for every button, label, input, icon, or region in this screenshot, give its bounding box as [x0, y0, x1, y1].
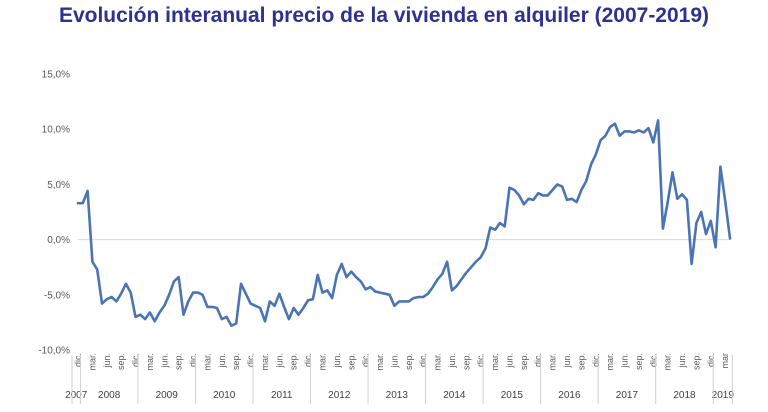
y-axis-labels: -10,0% -5,0% 0,0% 5,0% 10,0% 15,0% — [38, 70, 70, 357]
x-month-tick-label: dic. — [303, 353, 313, 367]
x-month-tick-label: dic. — [591, 353, 601, 367]
y-tick-label: -5,0% — [44, 290, 70, 301]
x-year-label: 2019 — [712, 390, 735, 401]
y-tick-label: 0,0% — [47, 235, 70, 246]
x-year-label: 2016 — [558, 390, 581, 401]
x-month-tick-label: dic. — [476, 353, 486, 367]
x-year-label: 2009 — [156, 390, 179, 401]
x-month-tick-label: dic. — [188, 353, 198, 367]
series-group — [76, 119, 732, 327]
x-month-tick-label: jun. — [504, 353, 514, 369]
x-month-tick-label: sep. — [404, 353, 414, 370]
x-month-tick-label: mar. — [663, 353, 673, 371]
x-month-tick-label: jun. — [159, 353, 169, 369]
x-year-label: 2007 — [65, 390, 88, 401]
x-year-label: 2015 — [501, 390, 524, 401]
x-month-tick-label: dic. — [246, 353, 256, 367]
x-month-tick-label: mar. — [260, 353, 270, 371]
y-tick-label: 10,0% — [42, 125, 70, 136]
x-month-tick-label: jun. — [389, 353, 399, 369]
x-month-tick-label: dic. — [648, 353, 658, 367]
x-axis-year-labels: 2007 2008 2009 2010 2011 2012 2013 2014 2015 2016… — [65, 355, 734, 404]
x-month-tick-label: jun. — [562, 353, 572, 369]
x-month-tick-label: mar. — [605, 353, 615, 371]
x-month-tick-label: dic. — [533, 353, 543, 367]
x-month-tick-label: jun. — [102, 353, 112, 369]
x-month-tick-label: sep. — [289, 353, 299, 370]
x-month-tick-label: dic. — [418, 353, 428, 367]
x-month-tick-label: mar. — [375, 353, 385, 371]
y-tick-label: -10,0% — [38, 346, 70, 357]
chart-title: Evolución interanual precio de la vivien… — [58, 4, 710, 27]
x-month-tick-label: sep. — [346, 353, 356, 370]
x-year-label: 2008 — [98, 390, 121, 401]
x-month-tick-label: dic. — [361, 353, 371, 367]
x-month-tick-label: sep. — [116, 353, 126, 370]
x-year-label: 2011 — [271, 390, 293, 401]
x-month-tick-label: jun. — [332, 353, 342, 369]
x-month-tick-label: mar. — [433, 353, 443, 371]
x-month-tick-label: mar — [720, 353, 730, 369]
x-year-label: 2014 — [443, 390, 466, 401]
x-month-tick-label: dic. — [73, 353, 83, 367]
x-month-tick-label: dic. — [131, 353, 141, 367]
x-month-tick-label: jun. — [447, 353, 457, 369]
x-month-tick-label: sep. — [576, 353, 586, 370]
x-year-label: 2018 — [673, 390, 696, 401]
x-month-tick-label: mar. — [490, 353, 500, 371]
series-line — [76, 119, 732, 327]
x-month-tick-label: sep. — [634, 353, 644, 370]
y-tick-label: 5,0% — [47, 180, 70, 191]
x-year-label: 2017 — [616, 390, 639, 401]
x-month-tick-label: sep. — [691, 353, 701, 370]
x-month-tick-label: sep. — [519, 353, 529, 370]
x-month-tick-label: dic. — [706, 353, 716, 367]
x-month-tick-label: mar. — [87, 353, 97, 371]
x-month-tick-label: sep. — [231, 353, 241, 370]
x-month-tick-label: mar. — [548, 353, 558, 371]
x-month-tick-label: jun. — [274, 353, 284, 369]
x-month-tick-label: mar. — [318, 353, 328, 371]
x-year-label: 2012 — [328, 390, 351, 401]
x-year-label: 2013 — [386, 390, 409, 401]
x-month-tick-label: jun. — [620, 353, 630, 369]
x-month-tick-label: sep. — [174, 353, 184, 370]
x-month-tick-label: jun. — [677, 353, 687, 369]
x-month-tick-label: jun. — [217, 353, 227, 369]
x-month-tick-label: mar. — [145, 353, 155, 371]
x-month-tick-label: sep. — [461, 353, 471, 370]
x-month-tick-label: mar. — [202, 353, 212, 371]
x-axis-month-ticks: dic. mar. jun. sep. dic. mar. jun. sep. dic. mar.… — [73, 353, 730, 371]
x-year-label: 2010 — [213, 390, 236, 401]
y-tick-label: 15,0% — [42, 70, 70, 81]
